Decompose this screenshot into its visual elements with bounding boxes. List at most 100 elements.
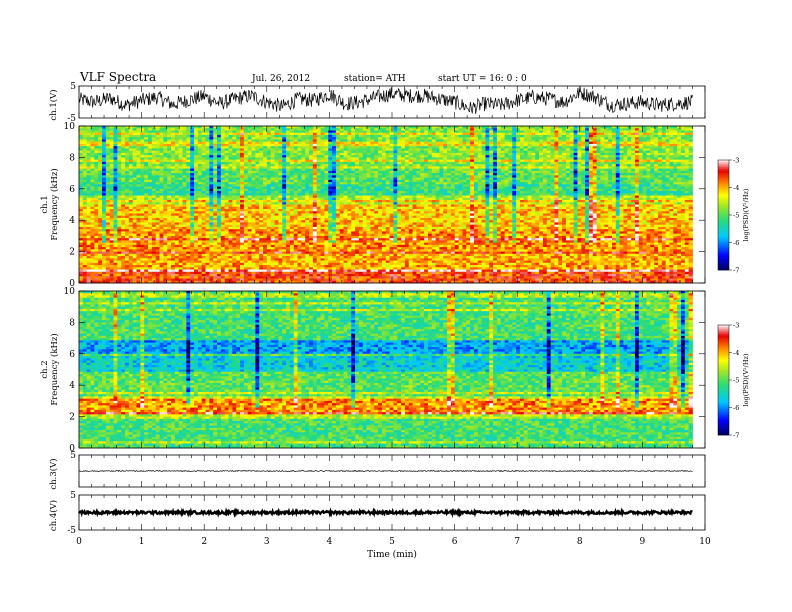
- spectrogram-cell: [332, 137, 336, 140]
- spectrogram-cell: [455, 144, 459, 147]
- spectrogram-cell: [612, 137, 616, 140]
- spectrogram-cell: [443, 137, 447, 140]
- spectrogram-cell: [600, 137, 604, 140]
- spectrogram-cell: [478, 137, 482, 140]
- spectrogram-cell: [462, 128, 466, 131]
- spectrogram-cell: [386, 144, 390, 147]
- spectrogram-cell: [608, 144, 612, 147]
- spectrogram-cell: [175, 137, 179, 140]
- spectrogram-cell: [424, 137, 428, 140]
- spectrogram-cell: [482, 128, 486, 131]
- spectrogram-cell: [137, 137, 141, 140]
- spectrogram-cell: [673, 144, 677, 147]
- spectrogram-cell: [160, 144, 164, 147]
- spectrogram-cell: [520, 128, 524, 131]
- spectrogram-cell: [623, 128, 627, 131]
- spectrogram-cell: [229, 137, 233, 140]
- spectrogram-cell: [654, 144, 658, 147]
- spectrogram-cell: [183, 137, 187, 140]
- spectrogram-cell: [424, 144, 428, 147]
- spectrogram-cell: [677, 137, 681, 140]
- spectrogram-cell: [616, 137, 620, 140]
- spectrogram-cell: [439, 137, 443, 140]
- spectrogram-cell: [662, 144, 666, 147]
- spectrogram-cell: [551, 128, 555, 131]
- spectrogram-cell: [236, 137, 240, 140]
- spectrogram-cell: [585, 128, 589, 131]
- spectrogram-cell: [305, 137, 309, 140]
- spectrogram-cell: [654, 137, 658, 140]
- spectrogram-cell: [393, 128, 397, 131]
- waveform-trace: [79, 86, 693, 114]
- spectrogram-cell: [336, 137, 340, 140]
- spectrogram-cell: [643, 144, 647, 147]
- spectrogram-cell: [324, 128, 328, 131]
- spectrogram-cell: [183, 128, 187, 131]
- spectrogram-cell: [370, 128, 374, 131]
- spectrogram-cell: [259, 144, 263, 147]
- spectrogram-cell: [298, 137, 302, 140]
- spectrogram-cell: [225, 128, 229, 131]
- spectrogram-cell: [497, 128, 501, 131]
- spectrogram-cell: [547, 144, 551, 147]
- spectrogram-cell: [428, 128, 432, 131]
- spectrogram-cell: [209, 128, 213, 131]
- spectrogram-cell: [646, 144, 650, 147]
- spectrogram-cell: [367, 144, 371, 147]
- spectrogram-cell: [570, 128, 574, 131]
- spectrogram-cell: [294, 137, 298, 140]
- spectrogram-cell: [401, 137, 405, 140]
- spectrogram-cell: [420, 144, 424, 147]
- spectrogram-cell: [229, 144, 233, 147]
- spectrogram-cell: [347, 144, 351, 147]
- spectrogram-cell: [301, 128, 305, 131]
- spectrogram-cell: [336, 128, 340, 131]
- spectrogram-cell: [209, 144, 213, 147]
- spectrogram-cell: [313, 137, 317, 140]
- spectrogram-cell: [643, 128, 647, 131]
- spectrogram-cell: [428, 144, 432, 147]
- spectrogram-cell: [413, 144, 417, 147]
- spectrogram-cell: [558, 137, 562, 140]
- spectrogram-cell: [221, 137, 225, 140]
- spectrogram-cell: [240, 137, 244, 140]
- spectrogram-cell: [106, 137, 110, 140]
- spectrogram-cell: [198, 137, 202, 140]
- spectrogram-cell: [328, 144, 332, 147]
- spectrogram-cell: [551, 144, 555, 147]
- spectrogram-cell: [505, 144, 509, 147]
- spectrogram-cell: [420, 137, 424, 140]
- spectrogram-cell: [114, 128, 118, 131]
- spectrogram-cell: [114, 137, 118, 140]
- spectrogram-cell: [505, 128, 509, 131]
- spectrogram-cell: [497, 137, 501, 140]
- spectrogram-cell: [286, 128, 290, 131]
- spectrogram-cell: [531, 144, 535, 147]
- spectrogram-cell: [386, 128, 390, 131]
- spectrogram-cell: [451, 144, 455, 147]
- date-label: Jul. 26, 2012: [251, 74, 310, 84]
- spectrogram-cell: [577, 144, 581, 147]
- spectrogram-cell: [217, 137, 221, 140]
- spectrogram-cell: [485, 144, 489, 147]
- spectrogram-cell: [551, 137, 555, 140]
- spectrogram-cell: [370, 137, 374, 140]
- spectrogram-cell: [432, 128, 436, 131]
- spectrogram-cell: [409, 137, 413, 140]
- spectrogram-cell: [328, 137, 332, 140]
- spectrogram-cell: [524, 144, 528, 147]
- spectrogram-cell: [98, 128, 102, 131]
- spectrogram-cell: [83, 144, 87, 147]
- spectrogram-cell: [543, 128, 547, 131]
- spectrogram-cell: [382, 128, 386, 131]
- spectrogram-cell: [447, 137, 451, 140]
- spectrogram-cell: [566, 137, 570, 140]
- spectrogram-cell: [175, 128, 179, 131]
- spectrogram-cell: [194, 128, 198, 131]
- spectrogram-cell: [232, 128, 236, 131]
- spectrogram-cell: [689, 144, 693, 147]
- spectrogram-cell: [658, 144, 662, 147]
- spectrogram-cell: [593, 128, 597, 131]
- spectrogram-cell: [225, 137, 229, 140]
- spectrogram-cell: [593, 144, 597, 147]
